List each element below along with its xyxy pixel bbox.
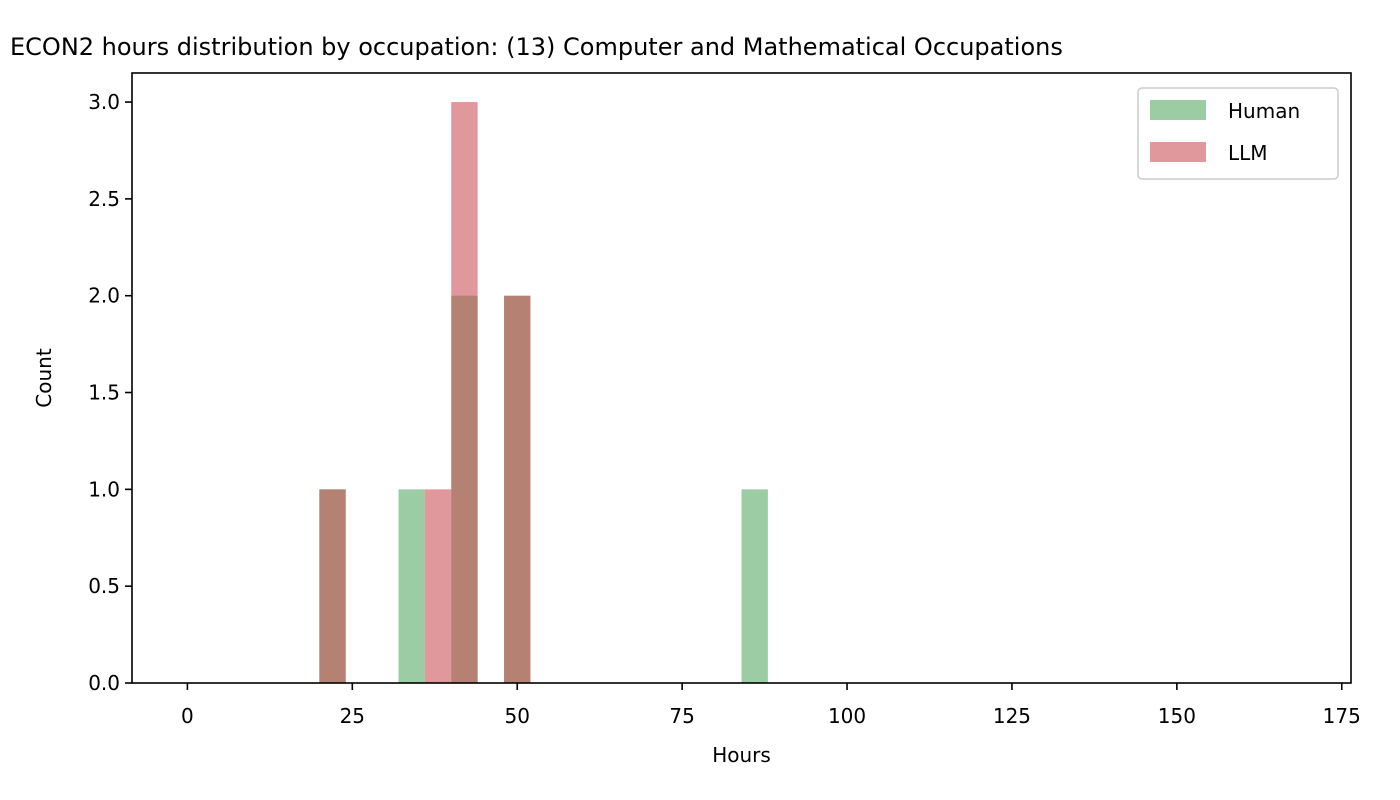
- x-axis: 0 25 50 75 100 125 150 175: [181, 683, 1361, 728]
- y-tick-label: 2.0: [88, 284, 120, 308]
- legend: Human LLM: [1137, 87, 1339, 180]
- x-tick-label: 125: [993, 704, 1031, 728]
- y-tick-label: 1.5: [88, 381, 120, 405]
- legend-label-human: Human: [1228, 99, 1300, 123]
- series-llm: [319, 102, 531, 684]
- legend-swatch-llm: [1150, 142, 1206, 162]
- x-tick-label: 50: [504, 704, 529, 728]
- y-tick-label: 2.5: [88, 187, 120, 211]
- llm-bar: [504, 295, 531, 683]
- x-axis-label: Hours: [712, 743, 771, 767]
- human-bar: [398, 489, 425, 683]
- y-tick-label: 0.5: [88, 574, 120, 598]
- human-bar: [741, 489, 768, 683]
- bars-layer: [319, 102, 768, 684]
- legend-swatch-human: [1150, 100, 1206, 120]
- legend-label-llm: LLM: [1228, 141, 1268, 165]
- y-tick-label: 0.0: [88, 671, 120, 695]
- y-axis: 0.0 0.5 1.0 1.5 2.0 2.5 3.0: [88, 90, 132, 695]
- y-tick-label: 3.0: [88, 90, 120, 114]
- plot-frame: [131, 72, 1352, 684]
- x-tick-label: 150: [1158, 704, 1196, 728]
- y-axis-label: Count: [32, 348, 56, 408]
- x-tick-label: 75: [669, 704, 694, 728]
- llm-bar: [424, 489, 452, 683]
- llm-bar: [451, 102, 478, 684]
- x-tick-label: 0: [181, 704, 194, 728]
- llm-bar: [319, 489, 346, 683]
- x-tick-label: 175: [1323, 704, 1361, 728]
- y-tick-label: 1.0: [88, 477, 120, 501]
- x-tick-label: 25: [340, 704, 365, 728]
- chart-title: ECON2 hours distribution by occupation: …: [10, 33, 1063, 61]
- series-human: [319, 295, 768, 683]
- x-tick-label: 100: [828, 704, 866, 728]
